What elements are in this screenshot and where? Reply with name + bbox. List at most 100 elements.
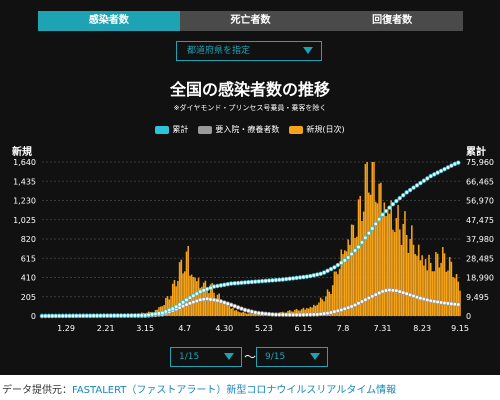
chart-subtitle: ※ダイヤモンド・プリンセス号乗員・乗客を除く (173, 104, 327, 112)
new-cases-bar (455, 273, 458, 316)
cumulative-point (425, 176, 430, 181)
new-cases-bar (392, 229, 394, 316)
new-cases-bar (371, 162, 374, 316)
chart-legend: 累計 要入院・療養者数 新規(日次) (0, 124, 500, 135)
new-cases-bar (227, 305, 229, 316)
hospitalized-point (215, 298, 220, 303)
new-cases-bar (404, 211, 406, 316)
hospitalized-point (370, 294, 375, 299)
hospitalized-point (204, 296, 210, 301)
new-cases-bar (335, 271, 337, 316)
new-cases-bar (400, 244, 403, 316)
cumulative-point (143, 313, 148, 318)
tab-recoveries[interactable]: 回復者数 (321, 11, 464, 31)
new-cases-bar (206, 290, 208, 316)
legend-item-hospitalized[interactable]: 要入院・療養者数 (198, 124, 279, 135)
hospitalized-point (418, 295, 423, 301)
cumulative-point (383, 208, 389, 214)
y-left-tick-label: 820 (21, 235, 36, 244)
hospitalized-point (253, 310, 258, 315)
new-cases-bar (364, 164, 367, 316)
cumulative-point (146, 312, 151, 318)
new-cases-bar (373, 162, 375, 316)
hospitalized-point (387, 287, 392, 293)
new-cases-bar (199, 288, 202, 316)
new-cases-bar (225, 301, 227, 316)
hospitalized-point (256, 310, 261, 316)
cumulative-point (431, 172, 437, 177)
new-cases-bar (300, 309, 303, 316)
credit-link[interactable]: FASTALERT（ファストアラート）新型コロナウイルスリアルタイム情報 (72, 385, 397, 396)
y-right-tick-label: 18,990 (466, 274, 494, 283)
cumulative-point (194, 291, 200, 296)
hospitalized-point (332, 309, 337, 314)
new-cases-bar (454, 278, 456, 316)
hospitalized-point (352, 302, 358, 308)
credit-prefix: データ提供元： (2, 385, 72, 396)
new-cases-bar (376, 203, 379, 316)
new-cases-bar (221, 302, 224, 316)
new-cases-bar (247, 313, 250, 316)
new-cases-bar (319, 297, 322, 316)
new-cases-bar (349, 244, 351, 316)
new-cases-bar (442, 247, 444, 316)
hospitalized-point (359, 299, 365, 304)
new-cases-bar (220, 299, 222, 316)
new-cases-bar (416, 255, 418, 316)
y-left-tick-label: 0 (31, 312, 36, 321)
new-cases-bar (251, 313, 253, 316)
new-cases-bar (352, 224, 355, 316)
cumulative-point (222, 282, 227, 287)
hospitalized-point (431, 299, 437, 304)
cumulative-point (394, 198, 399, 204)
tab-infections[interactable]: 感染者数 (38, 11, 180, 31)
new-cases-bar (412, 244, 415, 316)
cumulative-point (404, 190, 409, 195)
new-cases-bar (342, 254, 344, 316)
new-cases-bar (440, 262, 442, 316)
cumulative-point (356, 244, 361, 250)
y-right-tick-label: 66,465 (466, 177, 494, 186)
hospitalized-point (242, 307, 248, 313)
cumulative-point (359, 240, 365, 245)
date-to-select[interactable]: 9/15 (256, 347, 328, 367)
new-cases-bar (239, 312, 241, 316)
cumulative-point (445, 165, 451, 170)
new-cases-bar (178, 262, 181, 316)
hospitalized-point (198, 297, 203, 302)
new-cases-bar (359, 195, 362, 316)
x-tick-label: 5.23 (255, 324, 273, 333)
cumulative-point (411, 185, 416, 190)
new-cases-bar (228, 306, 231, 316)
new-cases-bar (426, 270, 429, 316)
legend-item-new[interactable]: 新規(日次) (289, 124, 345, 135)
new-cases-bar (235, 310, 238, 316)
new-cases-bar (196, 281, 198, 316)
hospitalized-point (356, 301, 361, 306)
x-tick-label: 8.23 (413, 324, 431, 333)
cumulative-point (325, 268, 330, 274)
cumulative-point (290, 276, 296, 281)
legend-item-cumulative[interactable]: 累計 (155, 124, 188, 135)
new-cases-bar (419, 260, 422, 316)
new-cases-bar (318, 302, 320, 316)
hospitalized-point (318, 311, 323, 317)
new-cases-bar (345, 251, 348, 316)
hospitalized-point (335, 308, 341, 313)
date-to-label: 9/15 (265, 352, 286, 362)
cumulative-point (335, 262, 341, 268)
cumulative-point (225, 281, 230, 287)
new-cases-bar (407, 252, 410, 316)
new-cases-bar (331, 285, 334, 316)
new-cases-bar (381, 214, 384, 316)
new-cases-bar (245, 313, 248, 316)
new-cases-bar (309, 306, 312, 316)
new-cases-bar (233, 310, 236, 316)
new-cases-bar (447, 270, 449, 316)
legend-swatch-new (289, 125, 304, 134)
tab-deaths[interactable]: 死亡者数 (179, 11, 322, 31)
cumulative-point (187, 295, 193, 300)
new-cases-bar (302, 307, 305, 316)
date-from-select[interactable]: 1/15 (170, 347, 242, 367)
prefecture-select[interactable]: 都道府県を指定 (176, 41, 322, 61)
